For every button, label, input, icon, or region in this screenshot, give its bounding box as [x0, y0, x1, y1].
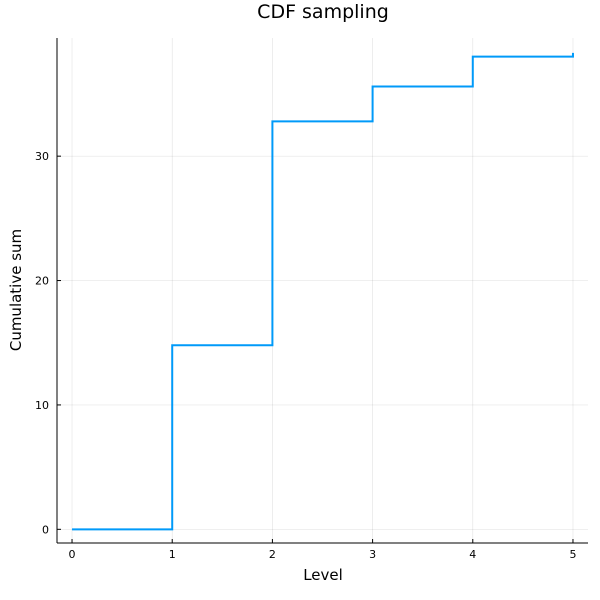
tick-labels: 0 1 2 3 4 5 0 10 20 30	[35, 150, 576, 561]
y-axis-label: Cumulative sum	[7, 229, 25, 351]
x-tick-label: 1	[169, 548, 176, 561]
x-tick-label: 5	[569, 548, 576, 561]
x-tick-label: 3	[369, 548, 376, 561]
grid	[57, 38, 588, 543]
y-tick-label: 0	[42, 523, 49, 536]
series-line	[72, 52, 574, 531]
x-tick-label: 2	[269, 548, 276, 561]
series	[72, 52, 574, 531]
x-tick-label: 4	[469, 548, 476, 561]
x-tick-label: 0	[69, 548, 76, 561]
y-tick-label: 10	[35, 399, 49, 412]
y-tick-label: 20	[35, 275, 49, 288]
y-tick-label: 30	[35, 150, 49, 163]
x-axis-label: Level	[303, 566, 343, 584]
chart-title: CDF sampling	[257, 1, 389, 23]
axes	[56, 38, 588, 544]
